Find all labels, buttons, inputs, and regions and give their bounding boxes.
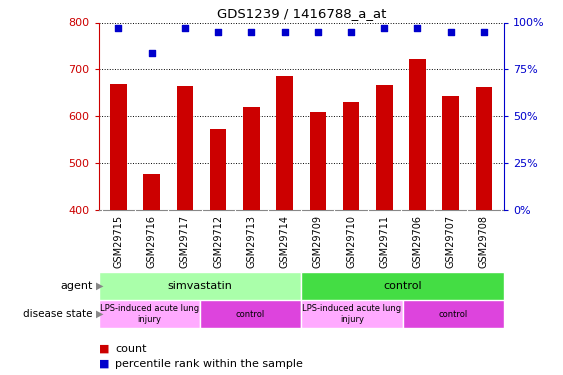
Text: ■: ■ <box>99 359 109 369</box>
Text: percentile rank within the sample: percentile rank within the sample <box>115 359 303 369</box>
Bar <box>99 272 301 300</box>
Bar <box>301 300 403 328</box>
Text: GSM29709: GSM29709 <box>313 215 323 268</box>
Text: GSM29714: GSM29714 <box>280 215 289 268</box>
Text: control: control <box>383 281 422 291</box>
Bar <box>110 84 127 375</box>
Bar <box>200 300 301 328</box>
Text: GSM29712: GSM29712 <box>213 215 223 268</box>
Bar <box>301 272 504 300</box>
Text: GSM29706: GSM29706 <box>413 215 422 268</box>
Bar <box>409 58 426 375</box>
Text: ▶: ▶ <box>96 281 103 291</box>
Point <box>446 29 455 35</box>
Text: disease state: disease state <box>24 309 93 319</box>
Bar <box>310 112 326 375</box>
Text: ■: ■ <box>99 344 109 354</box>
Text: control: control <box>439 310 468 319</box>
Bar <box>403 300 504 328</box>
Point <box>413 25 422 31</box>
Point <box>314 29 323 35</box>
Bar <box>376 85 392 375</box>
Text: simvastatin: simvastatin <box>167 281 233 291</box>
Point <box>247 29 256 35</box>
Text: count: count <box>115 344 147 354</box>
Text: GSM29711: GSM29711 <box>379 215 389 268</box>
Text: GSM29708: GSM29708 <box>479 215 489 268</box>
Title: GDS1239 / 1416788_a_at: GDS1239 / 1416788_a_at <box>217 7 386 20</box>
Text: GSM29716: GSM29716 <box>147 215 157 268</box>
Text: GSM29717: GSM29717 <box>180 215 190 268</box>
Bar <box>144 174 160 375</box>
Bar <box>343 102 359 375</box>
Bar <box>443 96 459 375</box>
Text: ▶: ▶ <box>96 309 103 319</box>
Text: GSM29713: GSM29713 <box>247 215 256 268</box>
Text: GSM29707: GSM29707 <box>446 215 455 268</box>
Point <box>347 29 356 35</box>
Point <box>380 25 389 31</box>
Text: LPS-induced acute lung
injury: LPS-induced acute lung injury <box>302 304 401 324</box>
Bar <box>476 87 492 375</box>
Text: agent: agent <box>60 281 93 291</box>
Bar <box>99 300 200 328</box>
Bar <box>243 107 260 375</box>
Point <box>147 50 156 55</box>
Point <box>213 29 222 35</box>
Point <box>114 25 123 31</box>
Bar <box>210 129 226 375</box>
Point <box>480 29 489 35</box>
Text: GSM29710: GSM29710 <box>346 215 356 268</box>
Text: GSM29715: GSM29715 <box>114 215 123 268</box>
Point <box>280 29 289 35</box>
Text: control: control <box>236 310 265 319</box>
Bar <box>276 76 293 375</box>
Text: LPS-induced acute lung
injury: LPS-induced acute lung injury <box>100 304 199 324</box>
Point <box>180 25 189 31</box>
Bar <box>177 86 193 375</box>
